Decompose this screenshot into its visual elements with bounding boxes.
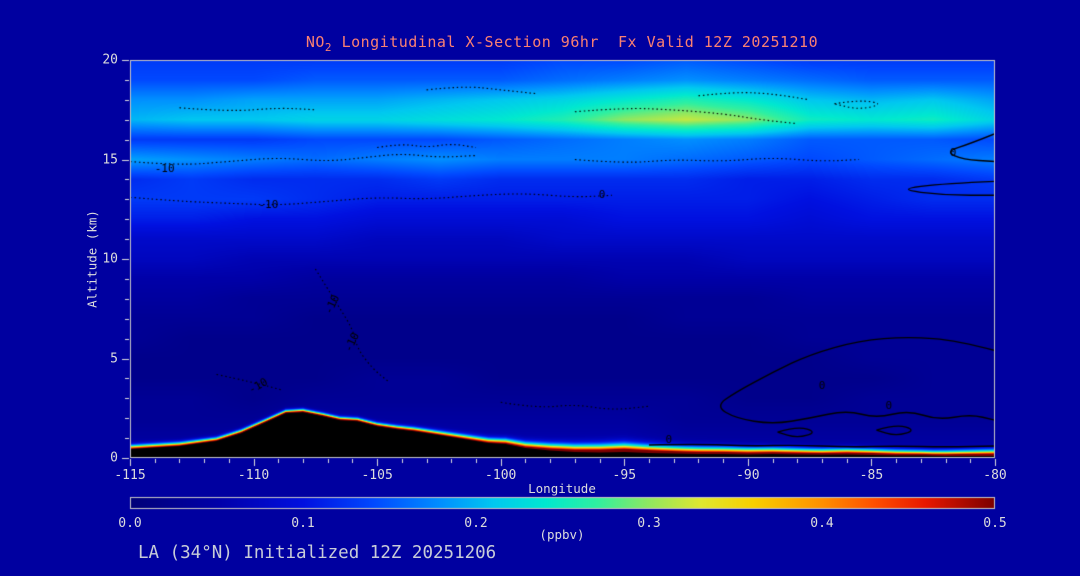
y-tick-label: 20: [102, 52, 118, 68]
x-tick-label: -80: [983, 468, 1007, 483]
colorbar: [130, 497, 995, 509]
colorbar-tick-label: 0.4: [810, 516, 834, 531]
x-tick-label: -100: [485, 468, 517, 483]
chart-title-subscript: 2: [324, 41, 333, 54]
colorbar-tick-label: 0.0: [118, 516, 142, 531]
colorbar-tick-label: 0.3: [637, 516, 661, 531]
init-annotation: LA (34°N) Initialized 12Z 20251206: [138, 543, 497, 563]
x-tick-label: -90: [736, 468, 760, 483]
y-tick-label: 0: [110, 450, 118, 466]
colorbar-label: (ppbv): [539, 527, 585, 542]
chart-title-rest: Longitudinal X-Section 96hr Fx Valid 12Z…: [332, 33, 819, 51]
x-tick-label: -115: [114, 468, 146, 483]
chart-title: NO2 Longitudinal X-Section 96hr Fx Valid…: [306, 33, 818, 54]
colorbar-tick-label: 0.1: [291, 516, 315, 531]
y-tick-label: 5: [110, 351, 118, 366]
x-tick-label: -105: [361, 468, 393, 483]
chart-title-prefix: NO: [305, 33, 325, 51]
y-tick-label: 10: [102, 251, 118, 267]
x-tick-label: -95: [612, 468, 637, 483]
colorbar-tick-label: 0.5: [983, 516, 1007, 531]
x-tick-label: -110: [237, 468, 270, 483]
colorbar-tick-label: 0.2: [464, 516, 488, 531]
plot-area: [130, 60, 995, 458]
x-tick-label: -85: [859, 468, 884, 483]
x-axis-label: Longitude: [528, 481, 596, 496]
y-tick-label: 15: [102, 152, 118, 167]
y-axis-label: Altitude (km): [84, 210, 100, 308]
